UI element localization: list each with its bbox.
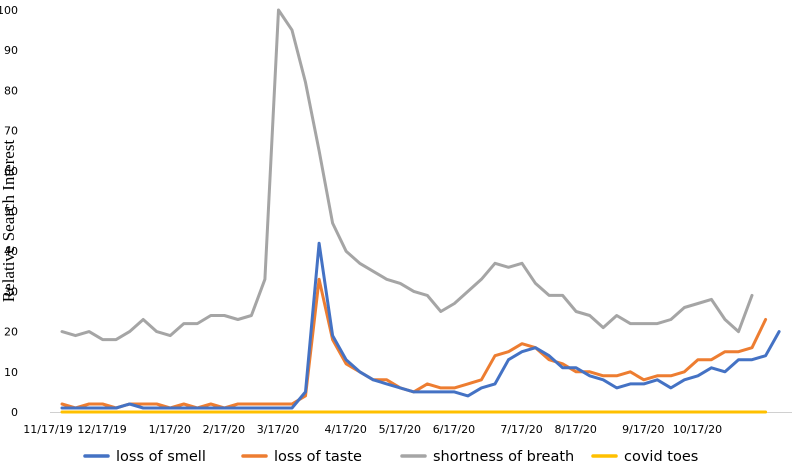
legend: loss of smell loss of taste shortness of b… — [83, 449, 698, 465]
y-tick-label: 30 — [4, 285, 18, 298]
x-tick-label: 4/17/20 — [324, 423, 366, 436]
y-tick-label: 40 — [4, 245, 18, 258]
x-axis-ticks: 11/17/19 12/17/19 1/17/20 2/17/20 3/17/20 4/1… — [23, 423, 722, 436]
y-tick-label: 100 — [0, 4, 18, 17]
series-lines — [60, 8, 781, 414]
x-tick-label: 8/17/20 — [554, 423, 596, 436]
x-tick-label: 11/17/19 — [23, 423, 72, 436]
x-tick-label: 2/17/20 — [203, 423, 245, 436]
x-tick-label: 7/17/20 — [500, 423, 542, 436]
legend-label: loss of taste — [274, 449, 362, 465]
y-tick-label: 10 — [4, 366, 18, 379]
y-tick-label: 80 — [4, 84, 18, 97]
y-tick-label: 90 — [4, 44, 18, 57]
x-tick-label: 12/17/19 — [77, 423, 126, 436]
y-tick-label: 0 — [11, 406, 18, 419]
legend-label: loss of smell — [116, 449, 206, 465]
x-tick-label: 6/17/20 — [433, 423, 475, 436]
y-tick-label: 50 — [4, 205, 18, 218]
series-line-loss-of-taste — [60, 277, 768, 410]
x-tick-label: 10/17/20 — [673, 423, 722, 436]
series-line-shortness-of-breath — [60, 8, 754, 342]
x-tick-label: 5/17/20 — [379, 423, 421, 436]
legend-label: covid toes — [624, 449, 698, 465]
x-tick-label: 1/17/20 — [149, 423, 191, 436]
x-tick-label: 9/17/20 — [622, 423, 664, 436]
y-tick-label: 20 — [4, 326, 18, 339]
x-tick-label: 3/17/20 — [257, 423, 299, 436]
y-axis-ticks: 0 10 20 30 40 50 60 70 80 90 100 — [0, 4, 18, 419]
series-line-loss-of-smell — [60, 241, 781, 410]
y-tick-label: 70 — [4, 125, 18, 138]
legend-label: shortness of breath — [433, 449, 574, 465]
y-axis-title: Relative Search Interest — [0, 140, 18, 303]
y-tick-label: 60 — [4, 165, 18, 178]
